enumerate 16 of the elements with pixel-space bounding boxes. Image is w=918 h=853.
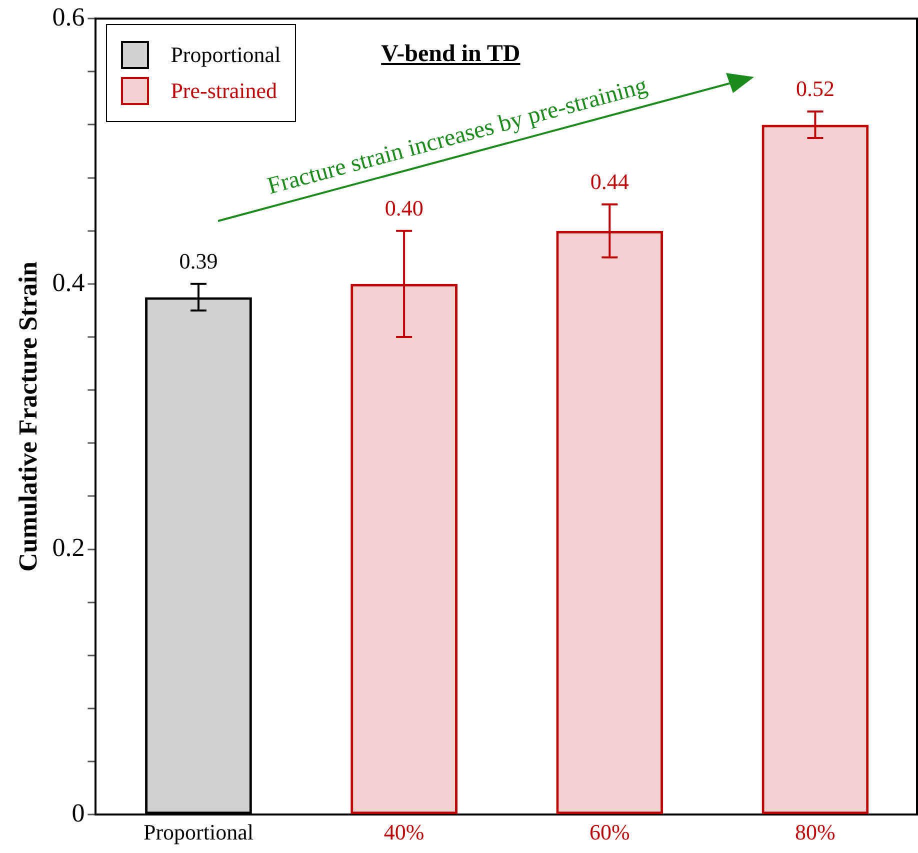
data-label: 0.52	[796, 76, 834, 102]
text: V-bend in TD	[380, 40, 522, 68]
y-tick-label: 0.2	[52, 533, 85, 562]
legend-label: Pre-strained	[170, 78, 277, 104]
data-label: 0.40	[384, 196, 424, 221]
x-tick-label: 80%	[795, 820, 836, 845]
data-label: 0.44	[590, 169, 629, 194]
x-tick-label: 40%	[384, 820, 424, 845]
y-axis-title: Cumulative Fracture Strain	[13, 261, 42, 572]
data-label: 0.39	[179, 248, 218, 274]
y-tick-label: 0	[72, 798, 85, 828]
x-tick-label: 60%	[589, 820, 630, 845]
legend-label: Proportional	[170, 42, 281, 68]
x-tick-label: Proportional	[143, 820, 254, 845]
y-tick-label: 0.6	[52, 2, 85, 32]
y-tick-label: 0.4	[52, 268, 85, 297]
